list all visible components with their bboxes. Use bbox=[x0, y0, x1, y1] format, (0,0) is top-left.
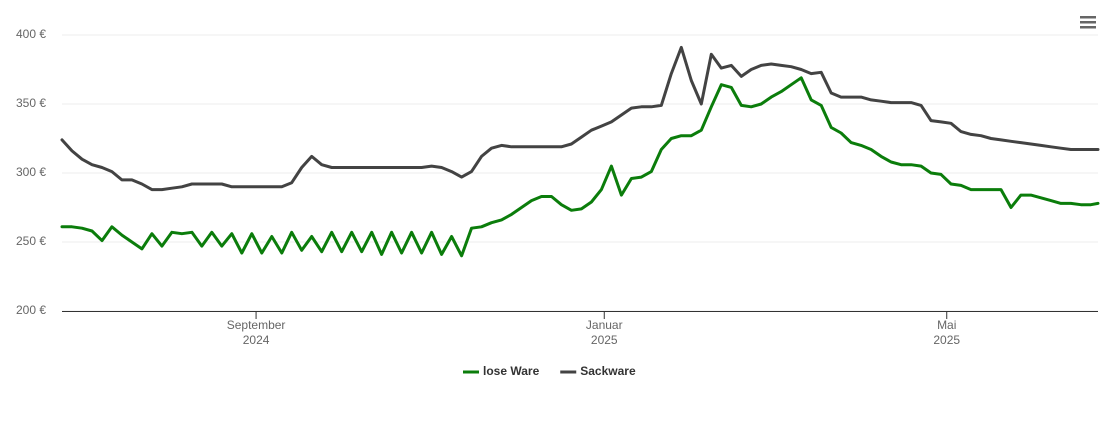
series-line bbox=[60, 45, 1100, 192]
menu-bar bbox=[1080, 21, 1096, 24]
series-line bbox=[60, 76, 1100, 258]
legend-label: Sackware bbox=[580, 364, 636, 378]
y-tick-label: 400 € bbox=[16, 27, 46, 41]
x-tick-label: Januar 2025 bbox=[586, 318, 623, 347]
menu-bar bbox=[1080, 26, 1096, 29]
legend-item[interactable]: Sackware bbox=[560, 364, 636, 378]
menu-button[interactable] bbox=[1080, 16, 1096, 29]
legend-label: lose Ware bbox=[483, 364, 540, 378]
x-tick-label: Mai 2025 bbox=[933, 318, 960, 347]
x-tick-label: September 2024 bbox=[227, 318, 286, 347]
y-tick-label: 350 € bbox=[16, 96, 46, 110]
y-tick-label: 300 € bbox=[16, 165, 46, 179]
legend-item[interactable]: lose Ware bbox=[463, 364, 540, 378]
y-tick-label: 200 € bbox=[16, 303, 46, 317]
menu-bar bbox=[1080, 16, 1096, 19]
y-tick-label: 250 € bbox=[16, 234, 46, 248]
legend: lose Ware Sackware bbox=[463, 364, 636, 378]
